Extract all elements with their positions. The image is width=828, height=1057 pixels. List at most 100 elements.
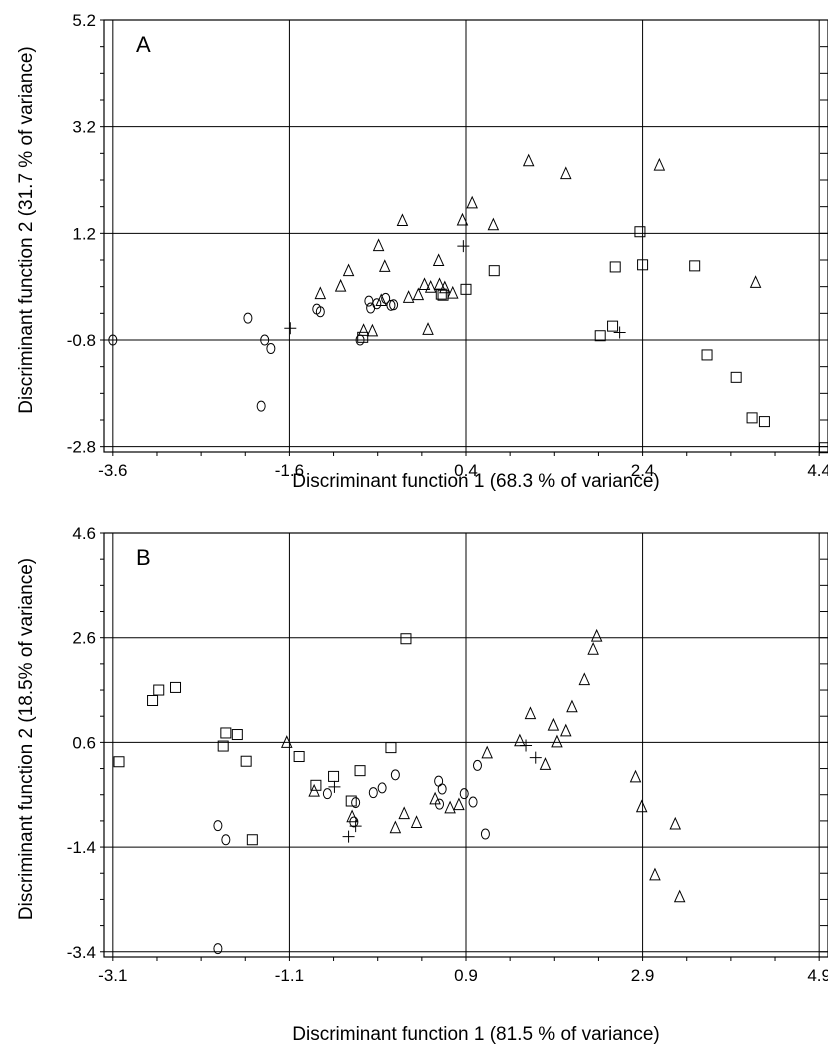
triangle-point bbox=[552, 736, 562, 747]
triangle-point bbox=[434, 255, 444, 266]
square-point bbox=[608, 321, 618, 331]
square-point bbox=[819, 443, 828, 453]
circle-point bbox=[473, 760, 481, 770]
triangle-point bbox=[397, 215, 407, 226]
series-plus bbox=[284, 240, 625, 338]
x-axis-title: Discriminant function 1 (81.5 % of varia… bbox=[292, 1024, 660, 1045]
triangle-point bbox=[482, 747, 492, 758]
square-point bbox=[635, 227, 645, 237]
x-tick-label: 0.9 bbox=[454, 966, 478, 985]
triangle-point bbox=[540, 758, 550, 769]
y-tick-label: 4.6 bbox=[72, 524, 96, 543]
series-square bbox=[114, 634, 411, 845]
circle-point bbox=[222, 835, 230, 845]
y-tick-label: 0.6 bbox=[72, 733, 96, 752]
circle-point bbox=[323, 789, 331, 799]
square-point bbox=[731, 372, 741, 382]
x-tick-label: -1.1 bbox=[275, 966, 304, 985]
series-triangle bbox=[282, 630, 685, 902]
triangle-point bbox=[588, 643, 598, 654]
triangle-point bbox=[524, 155, 534, 166]
triangle-point bbox=[347, 811, 357, 822]
triangle-point bbox=[380, 260, 390, 271]
circle-point bbox=[365, 296, 373, 306]
y-tick-label: 2.6 bbox=[72, 629, 96, 648]
triangle-point bbox=[592, 630, 602, 641]
triangle-point bbox=[367, 325, 377, 336]
triangle-point bbox=[399, 808, 409, 819]
y-tick-label: 5.2 bbox=[72, 11, 96, 30]
triangle-point bbox=[374, 240, 384, 251]
square-point bbox=[171, 682, 181, 692]
triangle-point bbox=[637, 801, 647, 812]
triangle-point bbox=[336, 280, 346, 291]
y-tick-label: 1.2 bbox=[72, 224, 96, 243]
square-point bbox=[148, 696, 158, 706]
triangle-point bbox=[561, 168, 571, 179]
triangle-point bbox=[561, 725, 571, 736]
plus-point bbox=[614, 327, 626, 339]
square-point bbox=[489, 266, 499, 276]
circle-point bbox=[367, 303, 375, 313]
panel-label: B bbox=[136, 545, 151, 570]
triangle-point bbox=[751, 276, 761, 287]
square-point bbox=[610, 262, 620, 272]
square-point bbox=[247, 835, 257, 845]
triangle-point bbox=[467, 197, 477, 208]
y-axis-title: Discriminant function 2 (31.7 % of varia… bbox=[16, 46, 37, 414]
x-tick-label: -3.1 bbox=[98, 966, 127, 985]
triangle-point bbox=[654, 159, 664, 170]
circle-point bbox=[481, 829, 489, 839]
circle-point bbox=[369, 788, 377, 798]
plus-point bbox=[457, 240, 469, 252]
square-point bbox=[702, 350, 712, 360]
triangle-point bbox=[315, 288, 325, 299]
y-tick-label: -1.4 bbox=[67, 838, 96, 857]
square-point bbox=[294, 752, 304, 762]
panel-A: -3.6 -1.6 0.4 2.4 4.4-2.8-0.81.23.25.2ADiscr… bbox=[16, 11, 828, 492]
triangle-point bbox=[359, 324, 369, 335]
plus-point bbox=[328, 781, 340, 793]
x-axis-title: Discriminant function 1 (68.3 % of varia… bbox=[292, 471, 660, 492]
x-tick-label: 4.9 bbox=[807, 966, 828, 985]
square-point bbox=[221, 728, 231, 738]
triangle-point bbox=[675, 891, 685, 902]
square-point bbox=[232, 730, 242, 740]
square-point bbox=[595, 331, 605, 341]
y-tick-label: 3.2 bbox=[72, 118, 96, 137]
triangle-point bbox=[430, 793, 440, 804]
panel-label: A bbox=[136, 32, 151, 57]
triangle-point bbox=[567, 701, 577, 712]
triangle-point bbox=[631, 771, 641, 782]
square-point bbox=[759, 417, 769, 427]
triangle-point bbox=[412, 816, 422, 827]
circle-point bbox=[214, 821, 222, 831]
square-point bbox=[154, 685, 164, 695]
circle-point bbox=[438, 784, 446, 794]
circle-point bbox=[257, 401, 265, 411]
x-tick-label: 4.4 bbox=[807, 461, 828, 480]
square-point bbox=[114, 757, 124, 767]
triangle-point bbox=[413, 289, 423, 300]
circle-point bbox=[391, 770, 399, 780]
triangle-point bbox=[426, 281, 436, 292]
y-tick-label: -0.8 bbox=[67, 331, 96, 350]
triangle-point bbox=[670, 818, 680, 829]
y-axis-title: Discriminant function 2 (18.5% of varian… bbox=[16, 558, 37, 920]
series-triangle bbox=[315, 155, 760, 336]
square-point bbox=[401, 634, 411, 644]
triangle-point bbox=[390, 822, 400, 833]
series-circle bbox=[214, 760, 490, 953]
square-point bbox=[386, 743, 396, 753]
plus-point bbox=[530, 752, 542, 764]
triangle-point bbox=[423, 323, 433, 334]
square-point bbox=[690, 261, 700, 271]
triangle-point bbox=[525, 708, 535, 719]
triangle-point bbox=[435, 279, 445, 290]
triangle-point bbox=[650, 869, 660, 880]
triangle-point bbox=[548, 719, 558, 730]
panel-B: -3.1 -1.1 0.9 2.9 4.9 -3.4 -1.4 0.6 2.6 4.6 B Discr… bbox=[16, 524, 828, 1045]
circle-point bbox=[460, 789, 468, 799]
circle-point bbox=[244, 313, 252, 323]
